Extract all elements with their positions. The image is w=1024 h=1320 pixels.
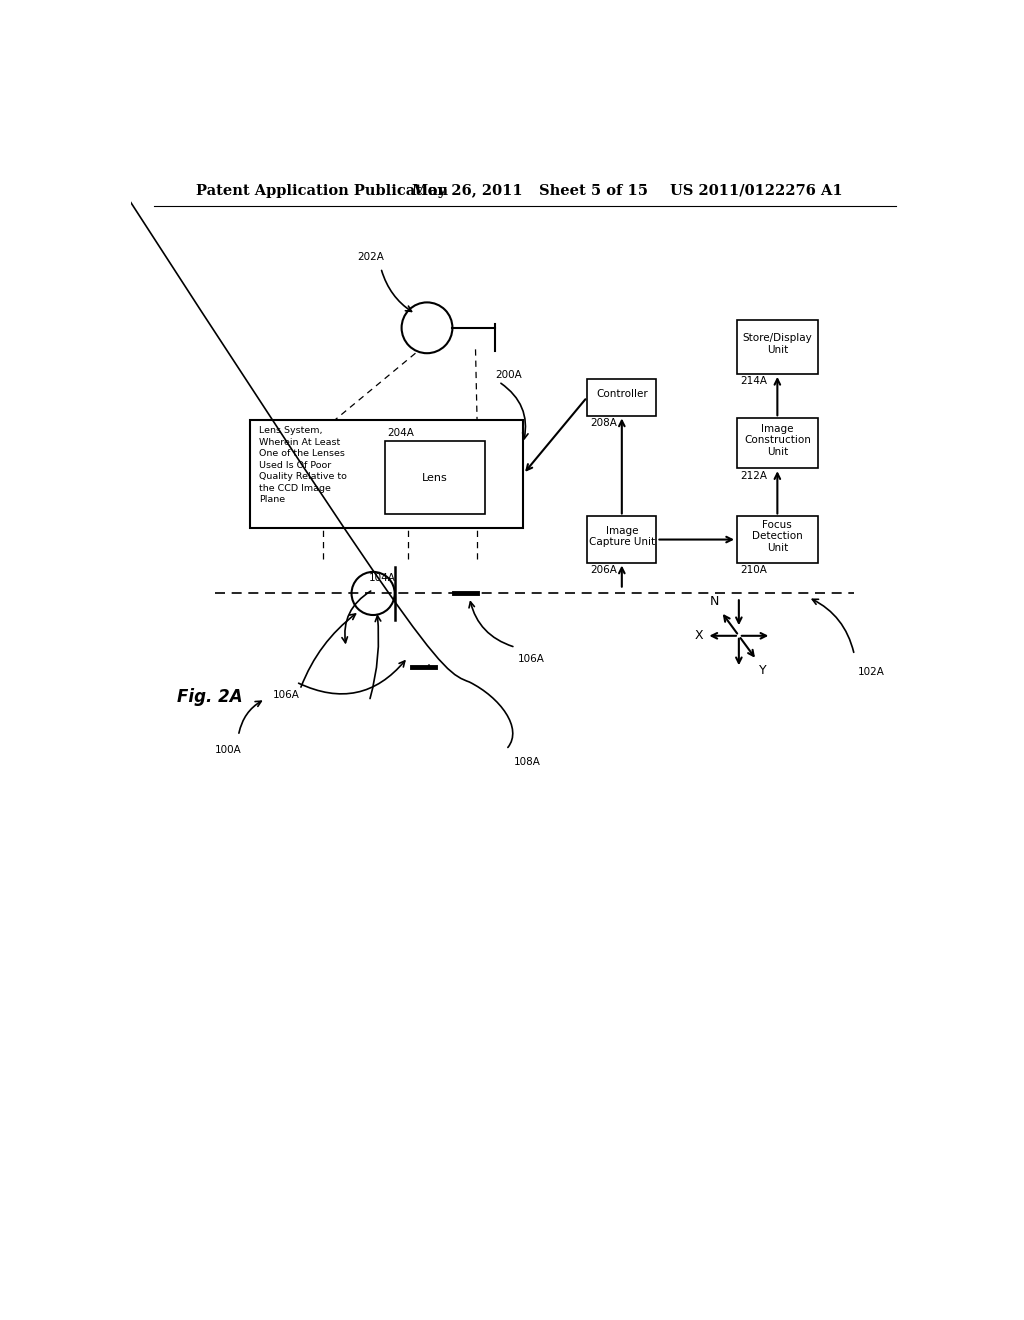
Text: 108A: 108A [514,756,541,767]
Text: 204A: 204A [387,428,414,438]
FancyBboxPatch shape [587,379,656,416]
Text: 106A: 106A [518,653,545,664]
FancyBboxPatch shape [737,516,818,562]
Text: Lens System,
Wherein At Least
One of the Lenses
Used Is Of Poor
Quality Relative: Lens System, Wherein At Least One of the… [259,426,347,504]
Text: 104A: 104A [370,573,396,583]
Text: May 26, 2011: May 26, 2011 [412,183,522,198]
FancyBboxPatch shape [737,418,818,469]
Text: Lens: Lens [422,473,447,483]
Text: Controller: Controller [596,389,648,399]
FancyArrowPatch shape [429,665,513,747]
Text: Sheet 5 of 15: Sheet 5 of 15 [539,183,647,198]
FancyBboxPatch shape [737,321,818,374]
Text: 100A: 100A [215,744,242,755]
Text: 202A: 202A [357,252,385,263]
Text: Image
Construction
Unit: Image Construction Unit [743,424,811,457]
Text: Store/Display
Unit: Store/Display Unit [742,333,812,355]
Text: 200A: 200A [495,370,521,380]
Text: N: N [711,595,720,607]
Text: 212A: 212A [740,471,767,480]
Text: 214A: 214A [740,376,767,387]
Text: Image
Capture Unit: Image Capture Unit [589,525,655,548]
Text: 106A: 106A [273,689,300,700]
Text: 210A: 210A [740,565,767,576]
Text: X: X [694,630,703,643]
FancyBboxPatch shape [587,516,656,562]
Text: US 2011/0122276 A1: US 2011/0122276 A1 [670,183,842,198]
FancyBboxPatch shape [250,420,523,528]
Text: Focus
Detection
Unit: Focus Detection Unit [752,520,803,553]
Text: Y: Y [759,664,767,677]
Text: 208A: 208A [590,418,617,428]
Text: 206A: 206A [590,565,617,576]
Text: 102A: 102A [858,667,885,677]
Text: Patent Application Publication: Patent Application Publication [196,183,449,198]
FancyBboxPatch shape [385,441,484,515]
Text: Fig. 2A: Fig. 2A [177,689,243,706]
